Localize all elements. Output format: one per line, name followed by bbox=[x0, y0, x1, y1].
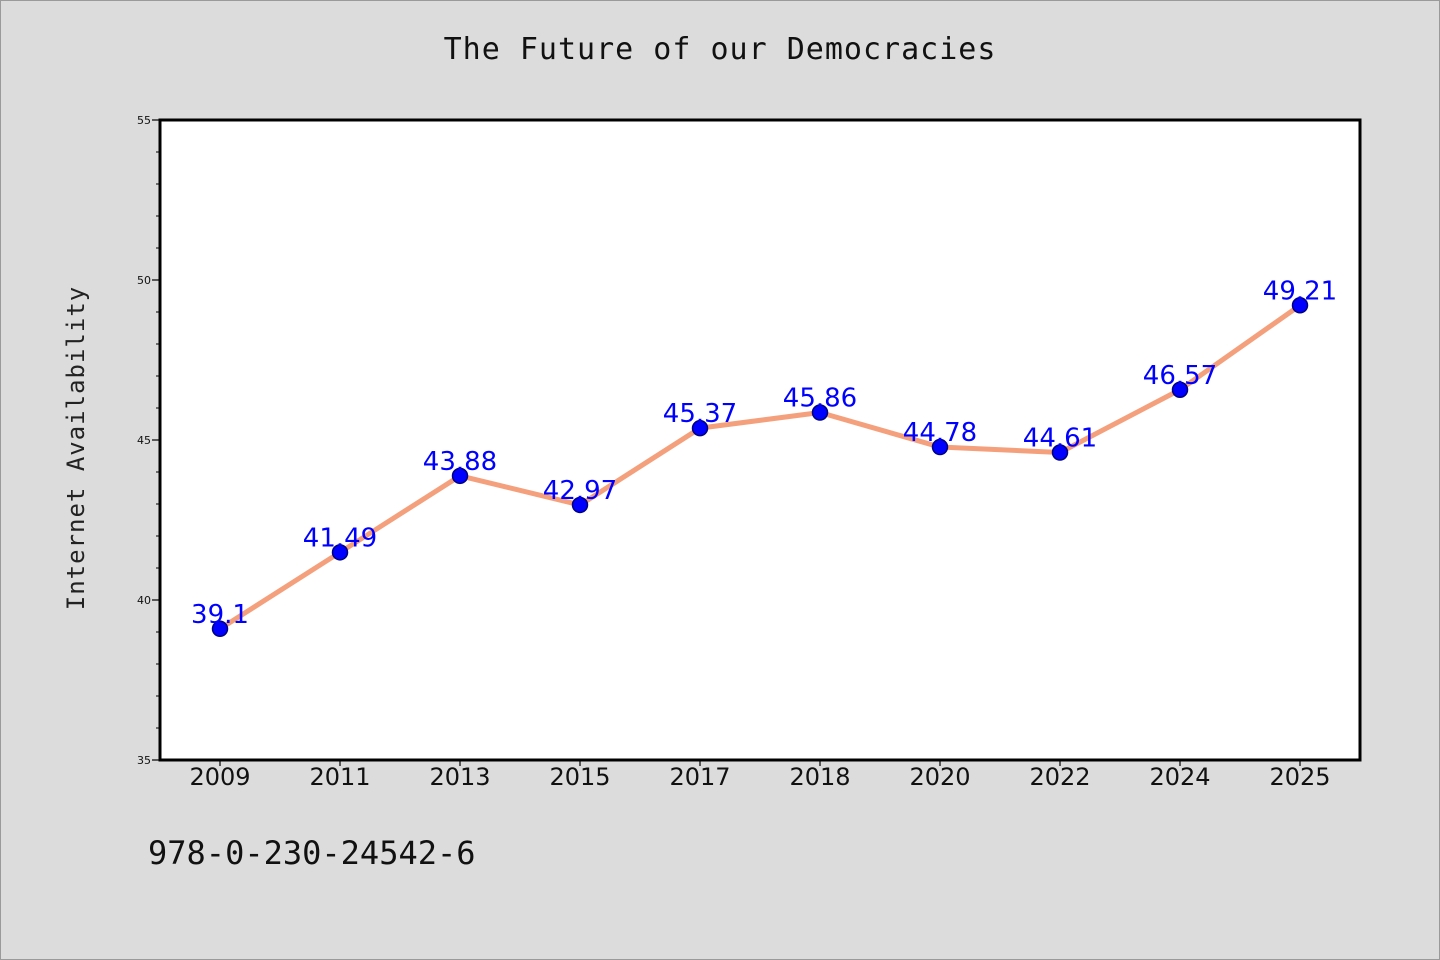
footer-code: 978-0-230-24542-6 bbox=[148, 834, 476, 872]
chart-title: The Future of our Democracies bbox=[443, 32, 997, 67]
data-labels: 39.1 41.49 43.88 42.97 45.37 45.86 44.78 44.61 4… bbox=[191, 276, 1337, 630]
data-label: 42.97 bbox=[543, 476, 617, 506]
data-point bbox=[1291, 297, 1309, 314]
x-tick-label: 2025 bbox=[1269, 763, 1330, 791]
series-line bbox=[217, 302, 1303, 632]
y-tick-label: 35 bbox=[137, 754, 151, 767]
x-tick-label: 2009 bbox=[189, 763, 250, 791]
x-tick-label: 2024 bbox=[1149, 763, 1210, 791]
y-tick-label: 45 bbox=[137, 434, 151, 447]
y-major-ticks: 35 40 45 50 55 bbox=[137, 114, 160, 767]
x-tick-label: 2015 bbox=[549, 763, 610, 791]
data-markers bbox=[211, 297, 1309, 638]
plot-border bbox=[158, 118, 1362, 762]
data-point bbox=[571, 496, 589, 514]
data-label: 44.61 bbox=[1023, 423, 1097, 453]
y-tick-label: 40 bbox=[137, 594, 151, 607]
x-tick-label: 2018 bbox=[789, 763, 850, 791]
data-label: 46.57 bbox=[1143, 361, 1217, 391]
data-label: 39.1 bbox=[191, 600, 249, 630]
data-point bbox=[1051, 444, 1069, 461]
y-tick-label: 55 bbox=[137, 114, 151, 127]
data-point bbox=[811, 404, 829, 421]
data-label: 49.21 bbox=[1263, 276, 1337, 306]
data-point bbox=[1171, 381, 1189, 399]
data-label: 41.49 bbox=[303, 523, 377, 553]
x-tick-label: 2017 bbox=[669, 763, 730, 791]
x-tick-label: 2020 bbox=[909, 763, 970, 791]
x-tick-label: 2013 bbox=[429, 763, 490, 791]
data-label: 45.37 bbox=[663, 399, 737, 429]
series-line-group bbox=[217, 302, 1303, 632]
x-ticks: 2009 2011 2013 2015 2017 2018 2020 2022 2024 2025 bbox=[189, 760, 1331, 791]
data-point bbox=[451, 467, 469, 485]
x-tick-label: 2022 bbox=[1029, 763, 1090, 791]
data-label: 45.86 bbox=[783, 383, 857, 413]
data-label: 43.88 bbox=[423, 447, 497, 477]
plot-area bbox=[160, 120, 1360, 760]
data-label: 44.78 bbox=[903, 418, 977, 448]
x-tick-label: 2011 bbox=[309, 763, 370, 791]
data-point bbox=[691, 419, 709, 437]
data-point bbox=[331, 544, 349, 561]
y-tick-label: 50 bbox=[137, 274, 151, 287]
data-point bbox=[211, 620, 229, 638]
data-point bbox=[931, 438, 949, 456]
